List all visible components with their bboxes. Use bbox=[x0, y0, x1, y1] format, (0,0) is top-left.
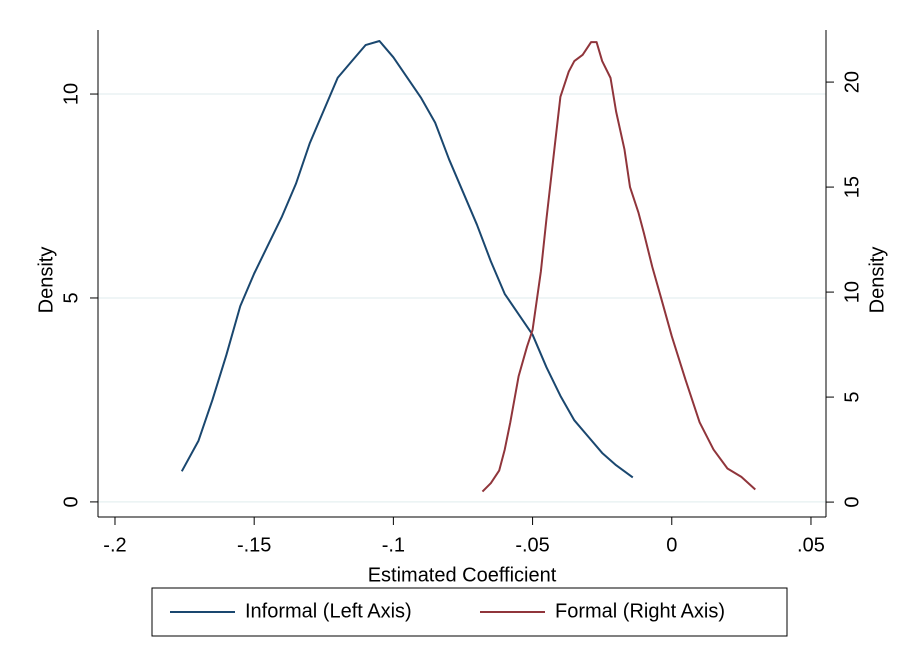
legend-label: Formal (Right Axis) bbox=[555, 600, 725, 622]
y2-tick-label: 15 bbox=[841, 176, 863, 198]
x-tick-label: -.15 bbox=[237, 534, 271, 556]
x-axis-title: Estimated Coefficient bbox=[368, 564, 557, 586]
x-tick-label: -.1 bbox=[382, 534, 405, 556]
series-line bbox=[481, 41, 756, 493]
series-line bbox=[180, 40, 634, 479]
x-tick-label: .05 bbox=[797, 534, 825, 556]
y-tick-label: 0 bbox=[60, 496, 82, 507]
y-tick-label: 10 bbox=[60, 83, 82, 105]
y2-tick-label: 5 bbox=[841, 392, 863, 403]
y-axis-title: Density bbox=[35, 247, 57, 314]
legend-box bbox=[151, 587, 788, 637]
x-tick-label: -.05 bbox=[515, 534, 549, 556]
y2-tick-label: 20 bbox=[841, 71, 863, 93]
legend-label: Informal (Left Axis) bbox=[245, 600, 412, 622]
x-tick-label: 0 bbox=[666, 534, 677, 556]
x-tick-label: -.2 bbox=[103, 534, 126, 556]
y2-tick-label: 0 bbox=[841, 497, 863, 508]
y-tick-label: 5 bbox=[60, 292, 82, 303]
y2-tick-label: 10 bbox=[841, 281, 863, 303]
y2-axis-title: Density bbox=[866, 247, 888, 314]
